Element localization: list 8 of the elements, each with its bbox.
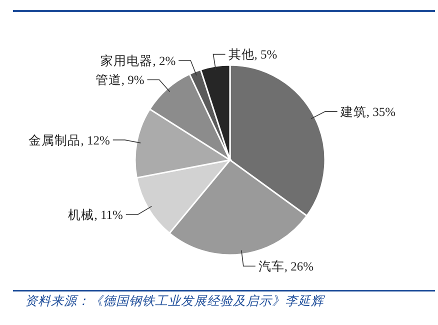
text: 资料来源：《德国钢铁工业发展经验及启示》李延辉 [25, 294, 326, 308]
slice-label: 机械, 11% [68, 208, 123, 222]
slice-label: 汽车, 26% [258, 260, 314, 274]
slice-label: 建筑, 35% [339, 104, 396, 119]
slice-label: 家用电器, 2% [100, 52, 176, 68]
slice-label: 管道, 9% [95, 73, 144, 88]
slice-label: 其他, 5% [228, 48, 278, 62]
slice-label: 金属制品, 12% [28, 133, 110, 148]
